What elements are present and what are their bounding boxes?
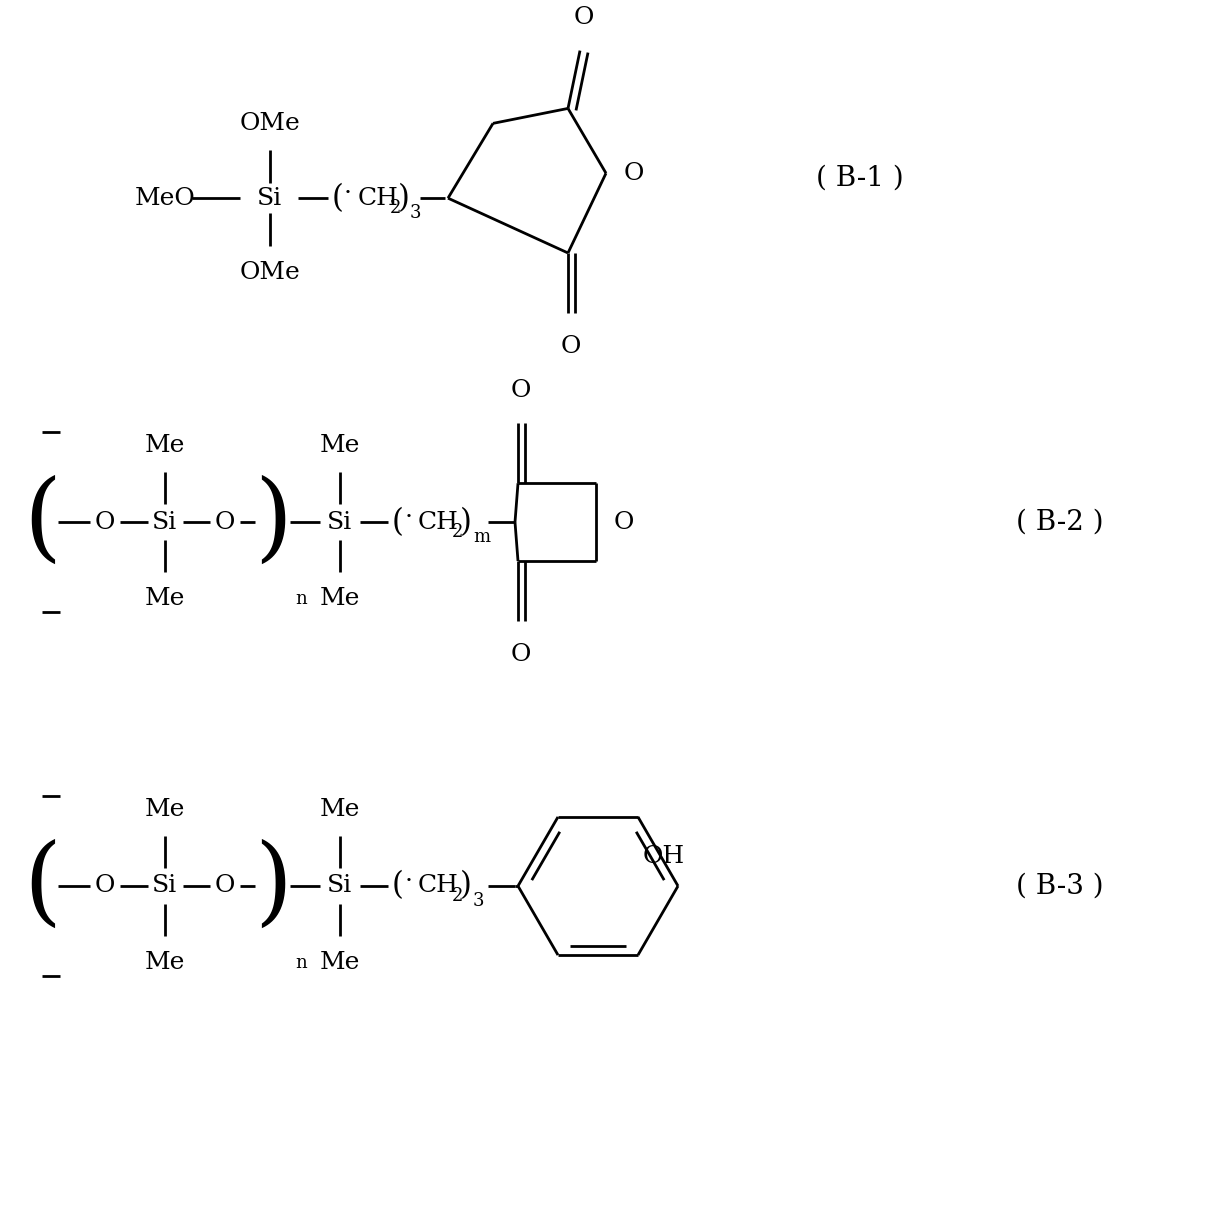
Text: ( B-1 ): ( B-1 ) [817,165,903,192]
Text: ): ) [460,507,472,538]
Text: O: O [511,379,531,402]
Text: ): ) [460,871,472,902]
Text: ( B-3 ): ( B-3 ) [1017,872,1104,900]
Text: O: O [95,510,115,533]
Text: (: ( [23,475,61,569]
Text: Me: Me [319,950,360,973]
Text: ( B-2 ): ( B-2 ) [1017,509,1104,535]
Text: ): ) [254,475,293,569]
Text: ·: · [344,182,352,205]
Text: Me: Me [319,434,360,457]
Text: 2: 2 [452,523,463,541]
Text: O: O [561,335,581,358]
Text: n: n [295,954,307,972]
Text: OH: OH [642,845,685,868]
Text: (: ( [332,182,344,213]
Text: O: O [215,510,235,533]
Text: Si: Si [328,874,352,897]
Text: m: m [473,528,490,546]
Text: ): ) [397,182,410,213]
Text: O: O [574,6,594,29]
Text: CH: CH [418,510,458,533]
Text: n: n [295,590,307,608]
Text: Me: Me [145,950,185,973]
Text: (: ( [393,507,403,538]
Text: (: ( [393,871,403,902]
Text: O: O [624,162,645,185]
Text: Me: Me [319,798,360,821]
Text: Me: Me [145,434,185,457]
Text: 2: 2 [390,199,401,217]
Text: O: O [511,643,531,666]
Text: MeO: MeO [134,187,195,210]
Text: Si: Si [257,187,283,210]
Text: OMe: OMe [240,112,300,135]
Text: CH: CH [358,187,399,210]
Text: 3: 3 [473,892,484,911]
Text: 3: 3 [410,204,422,222]
Text: Me: Me [145,587,185,610]
Text: Si: Si [152,874,178,897]
Text: O: O [215,874,235,897]
Text: ·: · [405,870,413,892]
Text: (: ( [23,839,61,933]
Text: 2: 2 [452,886,463,904]
Text: O: O [95,874,115,897]
Text: O: O [614,510,634,533]
Text: Si: Si [152,510,178,533]
Text: ): ) [254,839,293,933]
Text: Si: Si [328,510,352,533]
Text: OMe: OMe [240,260,300,283]
Text: Me: Me [319,587,360,610]
Text: ·: · [405,505,413,528]
Text: Me: Me [145,798,185,821]
Text: CH: CH [418,874,458,897]
